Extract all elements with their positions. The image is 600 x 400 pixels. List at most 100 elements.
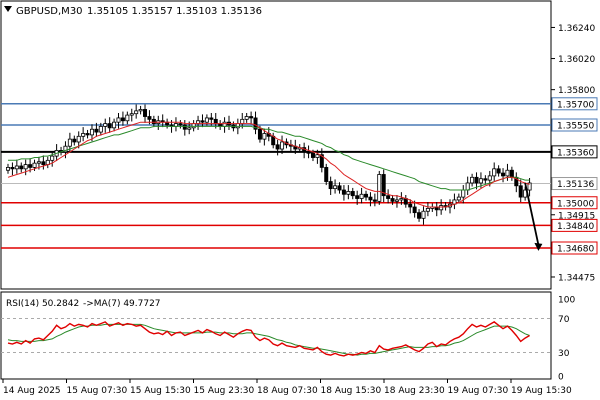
candle-body bbox=[50, 155, 55, 161]
candle-body bbox=[483, 178, 488, 181]
down-triangle-icon bbox=[4, 6, 12, 12]
candle-body bbox=[280, 141, 285, 150]
rsi-axis-label: 0 bbox=[558, 373, 564, 383]
time-axis-label: 15 Aug 15:30 bbox=[130, 386, 191, 396]
candle-body bbox=[178, 123, 183, 126]
candle-body bbox=[501, 172, 506, 177]
candle-body bbox=[408, 203, 413, 208]
candle-body bbox=[41, 161, 46, 165]
candle-body bbox=[315, 154, 320, 158]
time-axis-label: 19 Aug 15:30 bbox=[511, 386, 572, 396]
level-price-tag bbox=[551, 218, 598, 232]
level-price-tag bbox=[551, 118, 598, 132]
level-price-tag bbox=[551, 145, 598, 159]
candle-body bbox=[333, 185, 338, 190]
current-price-label: 1.35136 bbox=[557, 180, 594, 190]
level-price-tag bbox=[551, 196, 598, 210]
time-axis-label: 14 Aug 2025 bbox=[3, 386, 61, 396]
price-axis-label: 1.36020 bbox=[558, 55, 595, 65]
candle-body bbox=[394, 199, 399, 202]
time-axis-label: 15 Aug 23:30 bbox=[194, 386, 255, 396]
time-axis-label: 18 Aug 07:30 bbox=[257, 386, 318, 396]
candle-body bbox=[138, 109, 143, 112]
candle-body bbox=[72, 138, 77, 143]
candle-body bbox=[143, 109, 148, 117]
candle-body bbox=[377, 174, 382, 202]
candle-body bbox=[364, 193, 369, 198]
candle-body bbox=[386, 195, 391, 199]
time-axis-label: 19 Aug 07:30 bbox=[448, 386, 509, 396]
candle-body bbox=[116, 117, 121, 123]
candle-body bbox=[478, 178, 483, 184]
moving-averages bbox=[7, 121, 530, 208]
candle-body bbox=[262, 133, 267, 140]
candle-body bbox=[355, 195, 360, 199]
time-axis-label: 15 Aug 07:30 bbox=[67, 386, 128, 396]
candle-body bbox=[527, 182, 532, 191]
candle-body bbox=[32, 162, 37, 168]
ma-fast-line bbox=[7, 121, 530, 208]
candle-body bbox=[492, 168, 497, 177]
candle-body bbox=[204, 117, 209, 123]
time-axis-label: 18 Aug 15:30 bbox=[321, 386, 382, 396]
candle-body bbox=[89, 128, 94, 136]
level-price-label: 1.34840 bbox=[557, 222, 594, 232]
time-axis-label: 18 Aug 23:30 bbox=[384, 386, 445, 396]
candle-body bbox=[209, 117, 214, 120]
candle-body bbox=[103, 123, 108, 127]
level-price-tag bbox=[551, 97, 598, 111]
candle-body bbox=[134, 110, 139, 115]
candle-body bbox=[509, 169, 514, 178]
rsi-series bbox=[1, 318, 551, 357]
candle-body bbox=[187, 127, 192, 130]
level-price-tag bbox=[551, 241, 598, 255]
candle-body bbox=[425, 208, 430, 212]
level-price-label: 1.35000 bbox=[557, 199, 594, 209]
candle-body bbox=[6, 167, 11, 171]
candle-body bbox=[213, 118, 218, 124]
candle-body bbox=[470, 176, 475, 184]
candle-body bbox=[474, 176, 479, 184]
candle-body bbox=[456, 196, 461, 201]
rsi-axis-label: 70 bbox=[558, 315, 570, 325]
candle-body bbox=[10, 167, 15, 170]
level-price-label: 1.35360 bbox=[557, 148, 594, 158]
candle-body bbox=[372, 199, 377, 202]
candle-body bbox=[76, 135, 81, 143]
candle-body bbox=[94, 128, 99, 133]
candle-body bbox=[19, 165, 24, 170]
rsi-line bbox=[7, 321, 530, 357]
rsi-ma-label: ->MA(7) 49.7727 bbox=[83, 299, 161, 309]
forecast-arrow-head bbox=[534, 242, 543, 251]
price-axis-label: 1.35800 bbox=[558, 86, 595, 96]
candle-body bbox=[98, 126, 103, 133]
level-price-label: 1.35550 bbox=[557, 122, 594, 132]
candle-body bbox=[505, 169, 510, 177]
candle-body bbox=[240, 118, 245, 124]
symbol-label: GBPUSD,M30 bbox=[16, 6, 83, 17]
candle-body bbox=[129, 113, 134, 116]
candle-body bbox=[306, 151, 311, 154]
candle-body bbox=[67, 138, 72, 147]
rsi-panel-frame bbox=[0, 291, 552, 380]
candle-body bbox=[487, 175, 492, 181]
candle-body bbox=[191, 123, 196, 129]
candle-body bbox=[147, 116, 152, 120]
candle-body bbox=[36, 161, 41, 164]
forecast-arrow-shaft bbox=[524, 182, 540, 246]
candle-body bbox=[324, 167, 329, 182]
rsi-axis-label: 30 bbox=[558, 349, 570, 359]
candle-body bbox=[253, 117, 258, 130]
rsi-label: RSI(14) 50.2842 bbox=[6, 299, 79, 309]
candle-body bbox=[337, 185, 342, 191]
candle-body bbox=[341, 189, 346, 195]
candle-body bbox=[368, 196, 373, 201]
candle-body bbox=[14, 165, 19, 170]
candle-body bbox=[23, 164, 28, 170]
candle-body bbox=[235, 123, 240, 129]
candle-body bbox=[319, 154, 324, 168]
candle-body bbox=[381, 174, 386, 197]
candle-body bbox=[28, 164, 33, 168]
candle-body bbox=[461, 189, 466, 198]
